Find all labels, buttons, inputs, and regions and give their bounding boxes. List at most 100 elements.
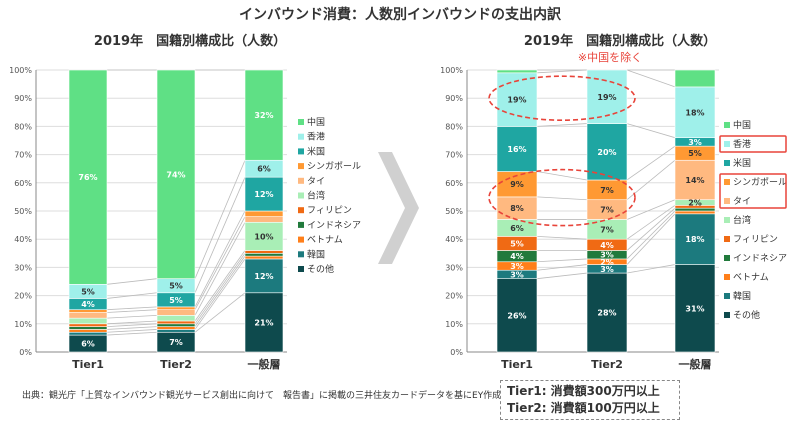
bar-segment xyxy=(156,320,196,325)
data-label: 5% xyxy=(169,296,183,305)
legend-swatch xyxy=(724,179,730,185)
y-tick-label: 10% xyxy=(445,320,463,329)
y-tick-label: 60% xyxy=(14,179,32,188)
legend-swatch xyxy=(298,266,304,272)
connector-line xyxy=(626,69,676,88)
legend-label: タイ xyxy=(307,176,325,187)
legend-label: タイ xyxy=(733,196,751,207)
data-label: 7% xyxy=(600,206,614,215)
data-label: 3% xyxy=(600,251,614,260)
category-label: Tier2 xyxy=(160,358,192,371)
y-tick-label: 80% xyxy=(445,122,463,131)
bar-segment xyxy=(244,176,284,212)
tier1-definition: Tier1: 消費額300万円以上 xyxy=(507,384,660,398)
legend-label: フィリピン xyxy=(733,234,778,245)
y-tick-label: 40% xyxy=(445,235,463,244)
y-tick-label: 30% xyxy=(445,263,463,272)
legend-label: フィリピン xyxy=(307,205,352,216)
y-tick-label: 0% xyxy=(450,348,463,357)
y-tick-label: 70% xyxy=(445,151,463,160)
bar-segment xyxy=(244,210,284,217)
data-label: 76% xyxy=(78,173,97,182)
connector-line xyxy=(626,123,676,139)
connector-line xyxy=(626,159,676,201)
connector-line xyxy=(536,69,588,74)
bar-segment xyxy=(674,207,716,212)
data-label: 10% xyxy=(254,232,273,241)
data-label: 4% xyxy=(510,252,524,261)
highlight-ellipse-hongkong xyxy=(488,75,636,121)
legend-swatch xyxy=(298,207,304,214)
bar-segment xyxy=(496,72,538,127)
connector-line xyxy=(536,171,588,181)
connector-line xyxy=(194,250,246,322)
connector-line xyxy=(194,253,246,325)
data-label: 20% xyxy=(597,148,616,157)
category-label: 一般層 xyxy=(248,357,281,371)
bar-segment xyxy=(156,309,196,316)
tier-definition-box: Tier1: 消費額300万円以上 Tier2: 消費額100万円以上 xyxy=(500,380,680,420)
chart-0: 0% 10% 20% 30% 40% 50% 60% 70% 80% 90% 100% 6% 4% 5% 7… xyxy=(9,66,361,371)
y-tick-label: 60% xyxy=(445,179,463,188)
legend-swatch xyxy=(724,198,730,204)
chart-1: 0%10%20%30%40%50%60%70%80%90%100%26%3%3%… xyxy=(440,66,787,371)
legend-swatch xyxy=(298,133,304,140)
connector-line xyxy=(106,278,158,285)
connector-line xyxy=(536,196,588,201)
connector-line xyxy=(194,160,246,279)
connector-line xyxy=(626,213,676,265)
data-label: 3% xyxy=(600,265,614,274)
data-label: 5% xyxy=(81,287,95,296)
legend-swatch xyxy=(298,177,304,184)
chart-title-left: 2019年 国籍別構成比（人数） xyxy=(93,34,287,49)
data-label: 31% xyxy=(685,304,704,313)
source-note: 出典：観光庁「上質なインバウンド観光サービス創出に向けて 報告書」に掲載の三井住… xyxy=(22,391,502,401)
bar-segment xyxy=(244,292,284,353)
legend-swatch xyxy=(724,160,730,166)
legend-swatch xyxy=(298,163,304,170)
data-label: 6% xyxy=(510,224,524,233)
page-title: インバウンド消費：人数別インバウンドの支出内訳 xyxy=(239,7,561,23)
bar-segment xyxy=(586,123,628,181)
bar-segment xyxy=(68,309,108,313)
connector-line xyxy=(536,264,588,271)
legend-label: 韓国 xyxy=(733,291,751,302)
bar-segment xyxy=(674,210,716,215)
bar-segment xyxy=(674,159,716,201)
data-label: 2% xyxy=(688,199,702,208)
connector-line xyxy=(194,216,246,310)
connector-line xyxy=(106,309,158,313)
legend-swatch xyxy=(724,141,730,147)
bar-segment xyxy=(244,221,284,251)
data-label: 28% xyxy=(597,309,616,318)
data-label: 7% xyxy=(169,338,183,347)
legend-label: ベトナム xyxy=(307,235,343,246)
legend-swatch xyxy=(298,236,304,243)
y-tick-label: 50% xyxy=(14,207,32,216)
connector-line xyxy=(626,264,676,274)
data-label: 18% xyxy=(685,108,704,117)
legend-swatch xyxy=(298,251,304,258)
data-label: 5% xyxy=(169,282,183,291)
connector-line xyxy=(106,331,158,336)
y-tick-label: 10% xyxy=(14,320,32,329)
legend-label: インドネシア xyxy=(733,253,787,264)
y-tick-label: 20% xyxy=(445,292,463,301)
data-label: 4% xyxy=(600,241,614,250)
legend-label: インドネシア xyxy=(307,220,361,231)
y-tick-label: 100% xyxy=(9,66,32,75)
y-tick-label: 20% xyxy=(14,292,32,301)
bar-segment xyxy=(244,255,284,260)
data-label: 9% xyxy=(510,180,524,189)
legend-label: 中国 xyxy=(307,116,325,128)
y-tick-label: 90% xyxy=(445,94,463,103)
connector-line xyxy=(194,222,246,316)
data-label: 74% xyxy=(166,170,185,179)
y-tick-label: 90% xyxy=(14,94,32,103)
connector-line xyxy=(536,235,588,240)
data-label: 7% xyxy=(600,225,614,234)
connector-line xyxy=(536,258,588,263)
highlight-ellipse-sea xyxy=(488,168,636,227)
